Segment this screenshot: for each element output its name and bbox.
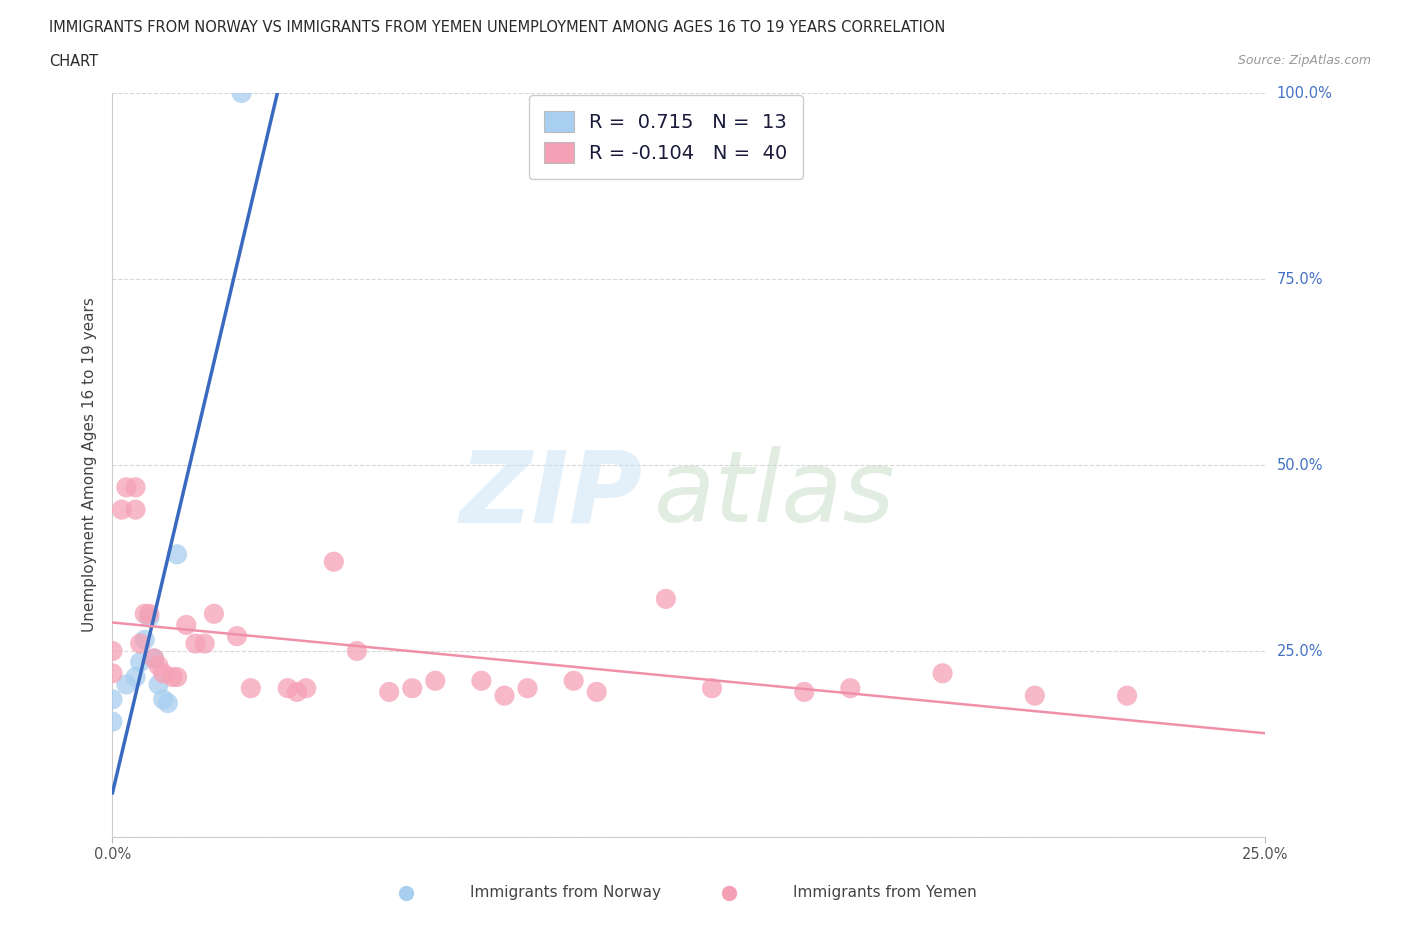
- Point: [124, 480, 146, 495]
- Point: [1116, 688, 1139, 703]
- Point: [839, 681, 862, 696]
- Point: [239, 681, 262, 696]
- Text: 100.0%: 100.0%: [1277, 86, 1333, 100]
- Point: [101, 666, 124, 681]
- Point: [378, 684, 401, 699]
- Point: [101, 692, 124, 707]
- Point: [277, 681, 299, 696]
- Point: [124, 670, 146, 684]
- Point: [194, 636, 217, 651]
- Point: [231, 86, 253, 100]
- Legend: R =  0.715   N =  13, R = -0.104   N =  40: R = 0.715 N = 13, R = -0.104 N = 40: [529, 95, 803, 179]
- Point: [401, 681, 423, 696]
- Point: [101, 714, 124, 729]
- Text: ZIP: ZIP: [460, 446, 643, 543]
- Text: 25.0%: 25.0%: [1277, 644, 1323, 658]
- Point: [134, 632, 156, 647]
- Point: [585, 684, 607, 699]
- Point: [111, 502, 134, 517]
- Point: [470, 673, 492, 688]
- Point: [115, 480, 138, 495]
- Point: [162, 670, 184, 684]
- Point: [152, 692, 174, 707]
- Point: [226, 629, 249, 644]
- Point: [138, 610, 160, 625]
- Point: [1024, 688, 1046, 703]
- Point: [138, 606, 160, 621]
- Point: [134, 606, 156, 621]
- Text: Source: ZipAtlas.com: Source: ZipAtlas.com: [1237, 54, 1371, 67]
- Text: CHART: CHART: [49, 54, 98, 69]
- Point: [166, 670, 188, 684]
- Point: [655, 591, 678, 606]
- Point: [494, 688, 516, 703]
- Point: [700, 681, 723, 696]
- Point: [101, 644, 124, 658]
- Point: [346, 644, 368, 658]
- Point: [148, 677, 170, 692]
- Point: [129, 655, 152, 670]
- Point: [516, 681, 538, 696]
- Point: [931, 666, 953, 681]
- Point: [129, 636, 152, 651]
- Text: Immigrants from Norway: Immigrants from Norway: [470, 885, 661, 900]
- Point: [793, 684, 815, 699]
- Point: [124, 502, 146, 517]
- Point: [322, 554, 344, 569]
- Text: IMMIGRANTS FROM NORWAY VS IMMIGRANTS FROM YEMEN UNEMPLOYMENT AMONG AGES 16 TO 19: IMMIGRANTS FROM NORWAY VS IMMIGRANTS FRO…: [49, 20, 946, 35]
- Point: [143, 651, 166, 666]
- Point: [156, 696, 179, 711]
- Point: [115, 677, 138, 692]
- Text: 50.0%: 50.0%: [1277, 458, 1323, 472]
- Text: 75.0%: 75.0%: [1277, 272, 1323, 286]
- Point: [184, 636, 207, 651]
- Point: [143, 651, 166, 666]
- Point: [285, 684, 308, 699]
- Point: [148, 658, 170, 673]
- Point: [295, 681, 318, 696]
- Point: [425, 673, 447, 688]
- Point: [174, 618, 197, 632]
- Point: [166, 547, 188, 562]
- Point: [152, 666, 174, 681]
- Point: [202, 606, 225, 621]
- Y-axis label: Unemployment Among Ages 16 to 19 years: Unemployment Among Ages 16 to 19 years: [82, 298, 97, 632]
- Text: Immigrants from Yemen: Immigrants from Yemen: [793, 885, 976, 900]
- Text: atlas: atlas: [654, 446, 896, 543]
- Point: [562, 673, 585, 688]
